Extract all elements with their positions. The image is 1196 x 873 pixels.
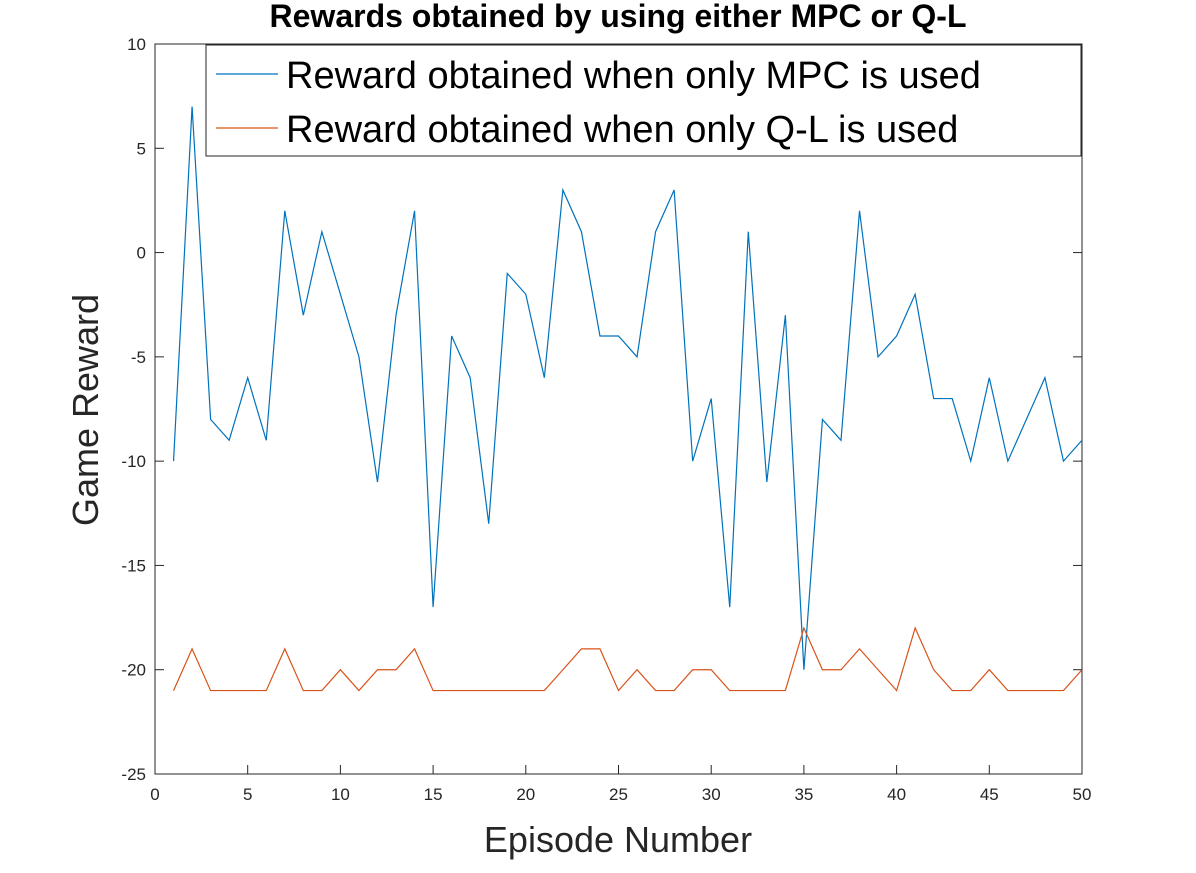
x-tick-label: 10 — [331, 785, 350, 804]
series-layer — [172, 106, 1083, 692]
x-axis-label: Episode Number — [484, 819, 752, 860]
y-tick-label: -15 — [121, 556, 146, 575]
x-tick-label: 35 — [794, 785, 813, 804]
y-tick-label: -25 — [121, 765, 146, 784]
plot-area — [154, 43, 1083, 775]
y-tick-label: -10 — [121, 452, 146, 471]
x-tick-label: 15 — [424, 785, 443, 804]
legend-label-ql: Reward obtained when only Q-L is used — [286, 109, 958, 151]
x-tick-label: 20 — [516, 785, 535, 804]
x-tick-label: 45 — [980, 785, 999, 804]
axes-box — [154, 43, 1083, 775]
x-tick-label: 40 — [887, 785, 906, 804]
y-tick-label: -5 — [131, 348, 146, 367]
x-tick-label: 0 — [150, 785, 159, 804]
y-tick-label: 5 — [137, 139, 146, 158]
y-tick-label: -20 — [121, 661, 146, 680]
x-tick-label: 50 — [1073, 785, 1092, 804]
y-tick-label: 0 — [137, 244, 146, 263]
y-axis-label: Game Reward — [65, 294, 106, 526]
series-line-ql — [172, 626, 1083, 692]
series-line-mpc — [172, 106, 1083, 670]
y-axis-ticks: -25 -20 -15 -10 -5 0 5 10 — [121, 35, 1082, 784]
x-tick-label: 5 — [243, 785, 252, 804]
y-tick-label: 10 — [127, 35, 146, 54]
chart-title: Rewards obtained by using either MPC or … — [270, 0, 967, 34]
legend-label-mpc: Reward obtained when only MPC is used — [286, 55, 981, 97]
legend: Reward obtained when only MPC is used Re… — [205, 44, 1082, 157]
x-tick-label: 30 — [702, 785, 721, 804]
legend-box — [205, 44, 1082, 157]
x-tick-label: 25 — [609, 785, 628, 804]
